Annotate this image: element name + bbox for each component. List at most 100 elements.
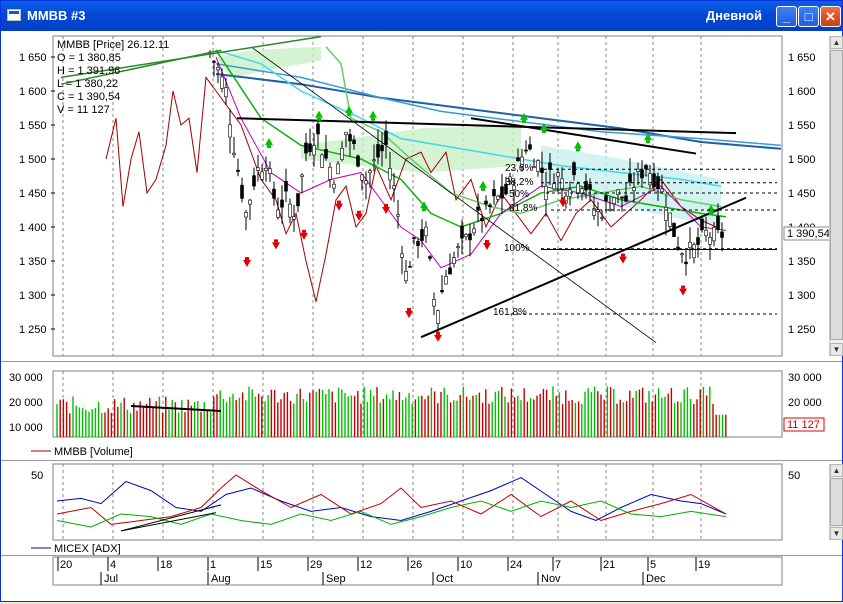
candle <box>308 128 312 157</box>
candle <box>416 237 420 259</box>
candle-body <box>404 271 408 282</box>
fractal-down-stem <box>407 308 411 312</box>
candle-body <box>484 200 488 205</box>
candle <box>520 148 524 172</box>
candle-body <box>372 159 376 162</box>
candle-body <box>416 241 420 246</box>
candle <box>264 156 268 182</box>
candle-body <box>636 168 640 172</box>
candle-body <box>592 208 596 216</box>
day-label: 12 <box>360 559 372 571</box>
fractal-down-stem <box>274 239 278 243</box>
fractal-down-icon <box>300 232 308 240</box>
candle-body <box>292 216 296 220</box>
fractal-down-icon <box>405 311 413 319</box>
candle <box>332 180 336 194</box>
minimize-button[interactable]: _ <box>776 6 797 27</box>
fib-label-1618: 161,8% <box>493 307 527 318</box>
price-scrollbar[interactable]: ▲ ▼ <box>829 36 843 356</box>
title-bar[interactable]: MMBB #3 Дневной _ □ ✕ <box>1 1 842 31</box>
scroll-down-icon[interactable]: ▼ <box>830 343 843 356</box>
candle <box>468 223 472 257</box>
adx-scroll-up-icon[interactable]: ▲ <box>830 464 843 477</box>
candle <box>256 154 260 182</box>
resistance-trendline-short <box>470 117 697 155</box>
candle <box>532 158 536 168</box>
price-tick-left: 1 500 <box>19 154 47 166</box>
volume-legend: MMBB [Volume] <box>54 446 133 458</box>
candle-body <box>288 203 292 218</box>
candle <box>636 162 640 185</box>
candle <box>528 136 532 151</box>
candle-body <box>584 181 588 191</box>
candle <box>592 195 596 220</box>
candle <box>480 216 484 233</box>
month-label: Sep <box>326 573 346 585</box>
candle <box>596 201 600 227</box>
day-label: 15 <box>260 559 272 571</box>
fractal-up-icon <box>315 110 323 118</box>
price-tick-right: 1 500 <box>788 154 816 166</box>
time-axis: 20 4 18 1 15 29 12 26 10 24 7 21 5 19 Jul Aug Sep Oct Nov D… <box>57 557 710 585</box>
candle <box>288 198 292 224</box>
candle-body <box>312 145 316 156</box>
candle-body <box>680 253 684 256</box>
maximize-button[interactable]: □ <box>798 6 819 27</box>
fractal-up-icon <box>265 138 273 145</box>
candle-body <box>516 157 520 162</box>
panel-separator-1 <box>1 361 842 362</box>
fractal-up-stem <box>371 117 375 121</box>
candle <box>648 164 652 189</box>
fib-label-100: 100% <box>504 243 530 254</box>
price-tick-left: 1 350 <box>19 256 47 268</box>
candle <box>392 173 396 203</box>
candle <box>524 140 528 155</box>
candle <box>704 216 708 242</box>
chart-canvas[interactable]: MMBB [Price] 26.12.11 O = 1 380,85 H = 1… <box>1 31 842 601</box>
day-label: 4 <box>110 559 116 571</box>
adx-scroll-down-icon[interactable]: ▼ <box>830 527 843 540</box>
scroll-up-icon[interactable]: ▲ <box>830 36 843 49</box>
green-trendline-2 <box>60 49 222 85</box>
candle <box>500 173 504 214</box>
candle <box>216 62 220 84</box>
candle-body <box>504 183 508 195</box>
candle-body <box>560 178 564 189</box>
candle-body <box>428 256 432 259</box>
close-button[interactable]: ✕ <box>820 6 841 27</box>
fractal-up-icon <box>520 112 528 120</box>
candle-body <box>408 266 412 268</box>
adx-tick-left: 50 <box>31 470 43 482</box>
candle-body <box>224 87 228 98</box>
adx-scroll-thumb[interactable] <box>830 478 843 526</box>
day-label: 1 <box>210 559 216 571</box>
candle <box>600 210 604 222</box>
fractal-down-icon <box>483 243 491 251</box>
fractal-up-stem <box>522 119 526 123</box>
candle <box>348 128 352 157</box>
price-tick-left: 1 600 <box>19 86 47 98</box>
volume-last-badge <box>783 417 825 432</box>
candle <box>300 173 304 194</box>
candle-body <box>420 229 424 241</box>
fractal-down-icon <box>679 288 687 296</box>
adx-scrollbar[interactable]: ▲ ▼ <box>829 464 843 540</box>
candle <box>372 144 376 172</box>
candle-body <box>440 290 444 293</box>
fractal-up-stem <box>709 211 713 215</box>
candle-body <box>368 170 372 174</box>
candle-body <box>444 276 448 285</box>
scroll-thumb[interactable] <box>830 50 843 340</box>
candle <box>236 158 240 177</box>
candle-body <box>556 172 560 177</box>
fractal-up-icon <box>420 201 428 209</box>
candle <box>360 174 364 191</box>
candle <box>324 134 328 161</box>
fractal-up-stem <box>317 117 321 121</box>
candle <box>268 161 272 182</box>
candle-body <box>536 160 540 172</box>
candle <box>496 194 500 202</box>
candle <box>508 172 512 186</box>
candle <box>284 168 288 202</box>
candle-body <box>596 209 600 212</box>
